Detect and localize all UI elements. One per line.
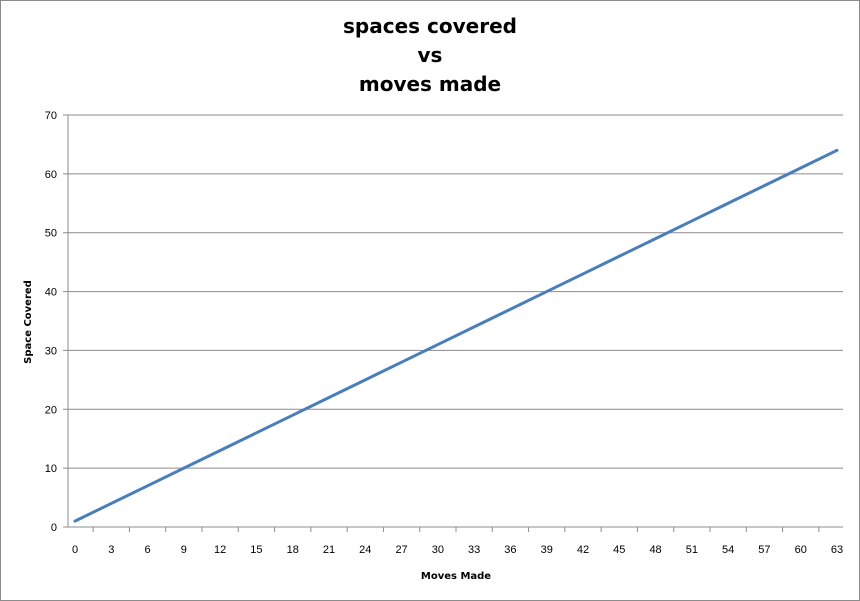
x-tick-label: 36 (504, 544, 516, 556)
y-tick-label: 0 (51, 522, 57, 534)
x-tick-label: 48 (649, 544, 661, 556)
x-tick-label: 3 (108, 544, 114, 556)
x-tick-label: 42 (577, 544, 589, 556)
x-tick-label: 21 (323, 544, 335, 556)
gridlines (68, 114, 843, 469)
x-tick-label: 57 (758, 544, 770, 556)
x-tick-label: 39 (541, 544, 553, 556)
y-tick-label: 30 (45, 345, 57, 357)
x-tick-label: 30 (432, 544, 444, 556)
x-tick-label: 0 (72, 544, 78, 556)
x-tick-label: 18 (287, 544, 299, 556)
y-axis-title: Space Covered (23, 280, 34, 364)
x-tick-label: 33 (468, 544, 480, 556)
x-tick-label: 12 (214, 544, 226, 556)
x-tick-label: 51 (686, 544, 698, 556)
x-tick-label: 6 (145, 544, 151, 556)
axes (63, 114, 843, 532)
chart-title-line-1: spaces covered (343, 14, 517, 38)
x-axis-title: Moves Made (421, 571, 491, 582)
series-line (73, 148, 839, 523)
y-tick-label: 40 (45, 287, 57, 299)
y-tick-label: 60 (45, 169, 57, 181)
series-layer (73, 148, 839, 523)
chart-title-line-3: moves made (358, 72, 502, 96)
x-tick-label: 27 (395, 544, 407, 556)
y-tick-label: 70 (45, 110, 57, 122)
x-tick-label: 15 (250, 544, 262, 556)
x-tick-label: 45 (613, 544, 625, 556)
chart-title: spaces covered vs moves made (0, 12, 860, 99)
x-tick-label: 24 (359, 544, 371, 556)
x-tick-label: 54 (722, 544, 734, 556)
x-tick-label: 63 (831, 544, 843, 556)
chart-title-line-2: vs (417, 43, 443, 67)
y-tick-label: 10 (45, 463, 57, 475)
x-tick-label: 60 (795, 544, 807, 556)
y-tick-label: 20 (45, 404, 57, 416)
y-tick-label: 50 (45, 228, 57, 240)
x-tick-label: 9 (181, 544, 187, 556)
